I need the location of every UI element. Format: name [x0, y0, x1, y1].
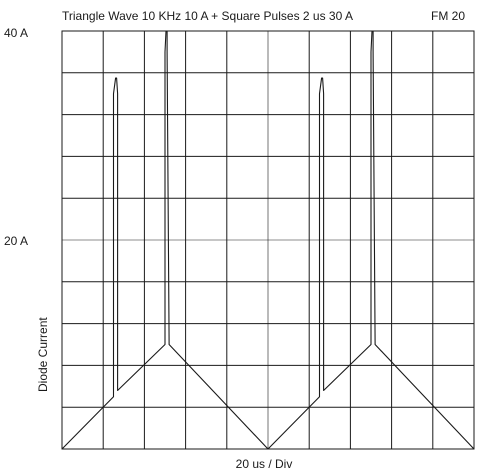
y-tick-label-20a: 20 A	[4, 234, 29, 248]
diode-current-trace	[61, 30, 475, 450]
grid-lines	[62, 31, 474, 449]
y-axis-label: Diode Current	[36, 317, 50, 392]
figure-label: FM 20	[430, 9, 465, 23]
x-axis-label: 20 us / Div	[235, 457, 293, 471]
y-tick-label-40a: 40 A	[4, 26, 29, 40]
trace-group	[61, 30, 475, 450]
chart-title: Triangle Wave 10 KHz 10 A + Square Pulse…	[62, 9, 353, 23]
